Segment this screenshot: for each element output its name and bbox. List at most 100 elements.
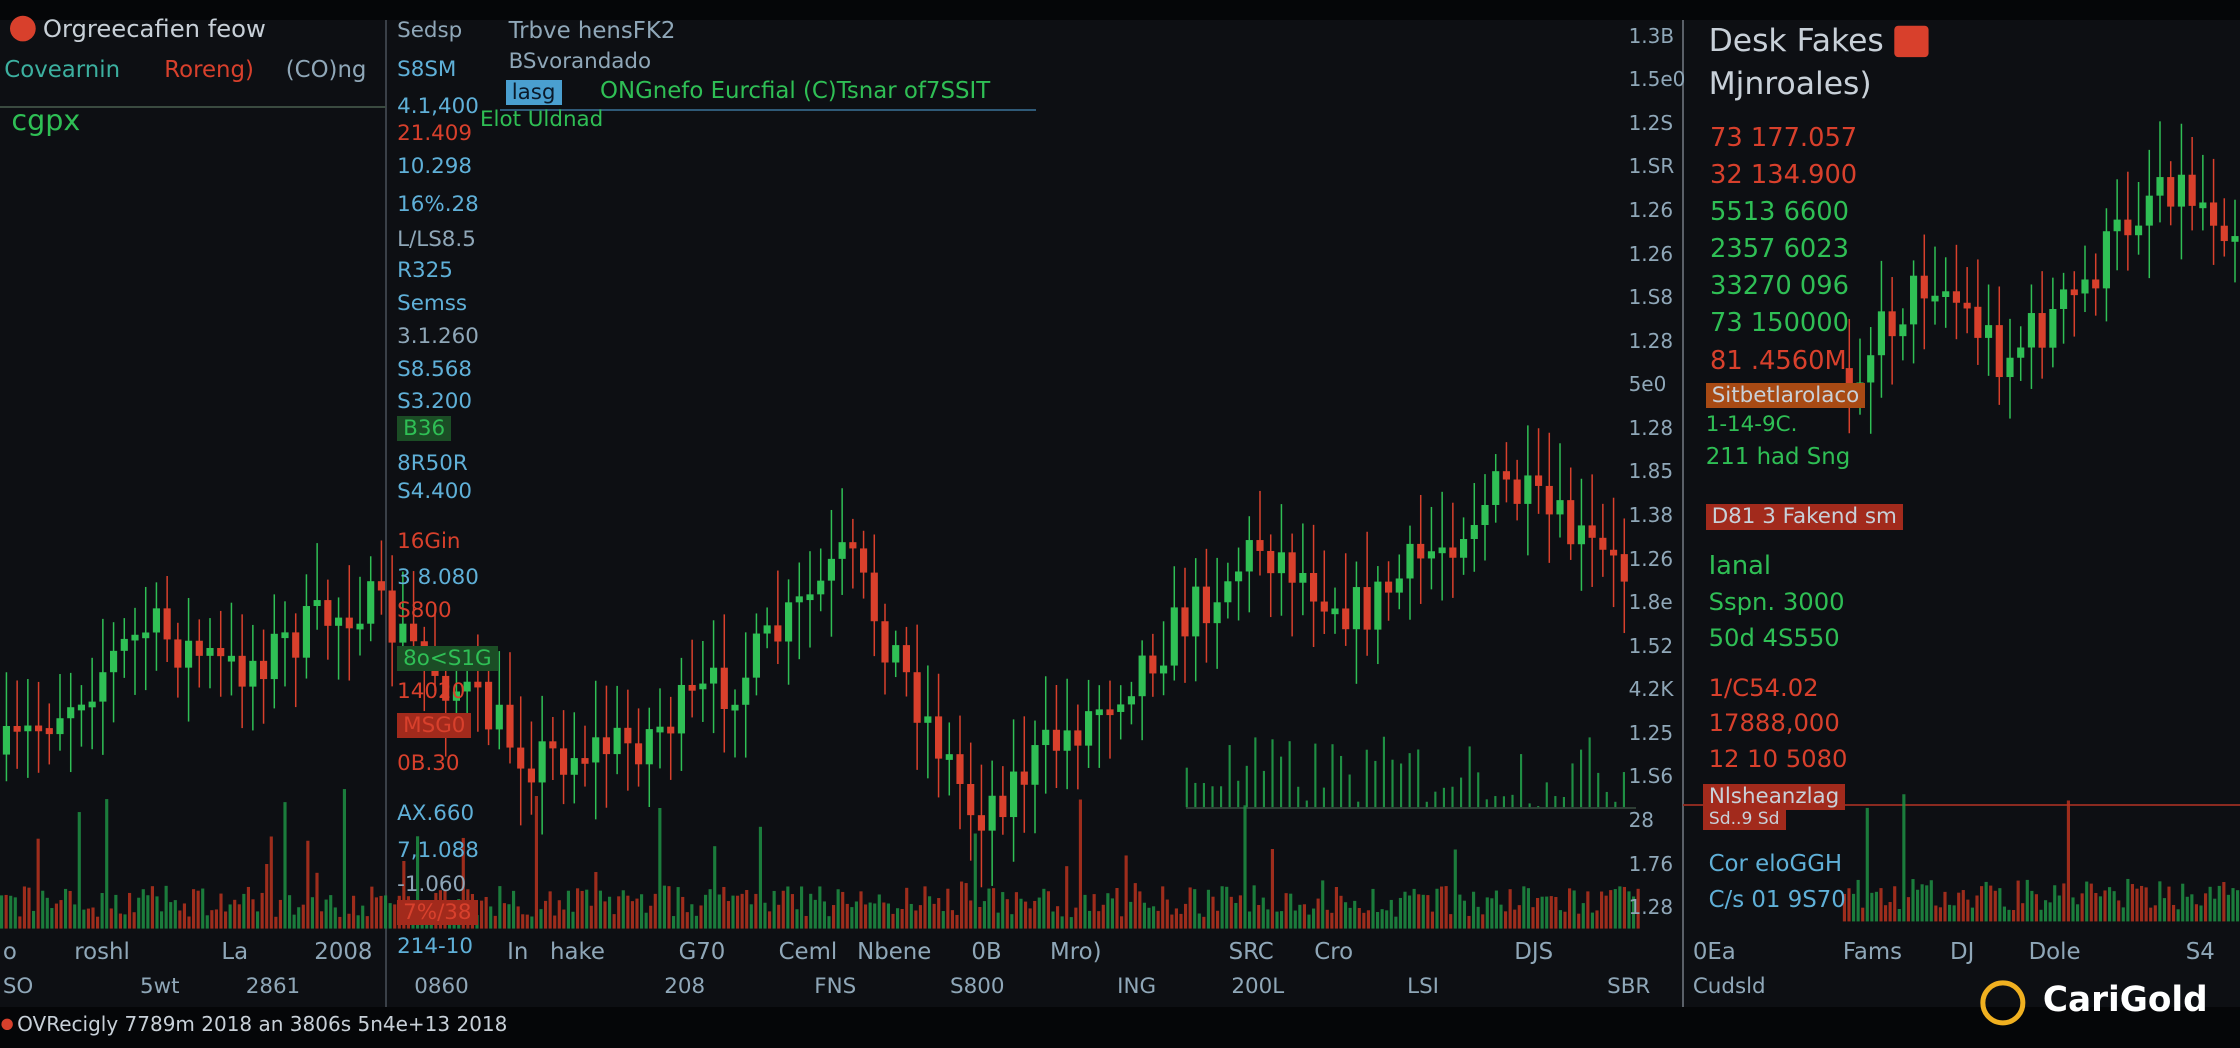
volume-bar [598, 890, 602, 929]
volume-bar [2094, 893, 2098, 922]
volume-bar [617, 896, 621, 929]
candle-body [860, 548, 868, 573]
volume-bar [886, 903, 890, 929]
candle-body [1417, 543, 1425, 559]
volume-bar [1297, 786, 1300, 808]
volume-bar [1522, 886, 1526, 929]
candle-body [774, 625, 782, 642]
volume-bar [854, 901, 858, 929]
candle-body [817, 580, 825, 595]
volume-bar [1609, 890, 1613, 929]
candle-body [163, 608, 171, 640]
volume-bar [352, 895, 356, 929]
volume-bar [864, 904, 868, 929]
candle-body [1845, 368, 1853, 387]
candle-body [977, 815, 985, 831]
left-axis-labels: -1.060 [397, 872, 467, 898]
volume-bar [1106, 893, 1110, 929]
volume-bar [1229, 896, 1233, 929]
volume-bar [1225, 886, 1229, 929]
volume-bar [544, 900, 548, 929]
time-axis-row1: Ceml [778, 939, 838, 966]
volume-bar [265, 864, 269, 929]
volume-bar [1993, 890, 1997, 922]
volume-bar [1568, 888, 1572, 929]
volume-bar [685, 912, 689, 929]
candle-body [1052, 729, 1060, 751]
volume-bar [530, 916, 534, 929]
candle-body [1245, 540, 1253, 572]
volume-bar [749, 904, 753, 929]
candle-body [1277, 552, 1285, 574]
candle-body [281, 632, 289, 639]
volume-bar [256, 911, 260, 929]
volume-bar [1989, 885, 1993, 922]
volume-bar [1508, 889, 1512, 929]
volume-bar [1092, 894, 1096, 929]
volume-bar [1604, 895, 1608, 929]
volume-bar [2108, 887, 2112, 922]
volume-bar [1916, 889, 1920, 922]
volume-bar [1526, 888, 1530, 929]
volume-bar [2217, 885, 2221, 922]
right-axis-labels: 1.5e0 [1628, 67, 1686, 92]
volume-bar [548, 891, 552, 929]
volume-bar [1298, 904, 1302, 929]
volume-bar [1194, 782, 1197, 808]
volume-bar [1321, 880, 1325, 929]
candle-body [1620, 554, 1628, 582]
volume-bar [1206, 889, 1210, 929]
candle-body [1556, 500, 1564, 515]
status-bar-bg [0, 1007, 2240, 1048]
volume-bar [4, 894, 8, 929]
left-axis-labels: 4.1,400 [397, 93, 479, 119]
candle-body [2081, 279, 2089, 294]
volume-bar [1460, 777, 1463, 808]
volume-bar [717, 894, 721, 929]
candle-body [1342, 608, 1350, 630]
candle-body [1395, 578, 1403, 593]
volume-bar [1228, 745, 1231, 808]
volume-bar [2121, 907, 2125, 922]
volume-bar [1884, 905, 1888, 922]
right-axis-labels: 1.28 [1628, 415, 1674, 440]
volume-bar [1605, 791, 1608, 808]
candle-body [2060, 289, 2068, 309]
volume-bar [1865, 807, 1869, 922]
volume-bar [2103, 890, 2107, 922]
volume-bar [1305, 800, 1308, 808]
volume-bar [2181, 883, 2185, 922]
volume-bar [2236, 890, 2240, 922]
candle-body [881, 621, 889, 663]
volume-bar [1494, 796, 1497, 808]
volume-bar [1033, 900, 1037, 929]
candle-body [1952, 291, 1960, 303]
volume-bar [612, 914, 616, 929]
candle-body [688, 684, 696, 691]
volume-bar [1156, 910, 1160, 929]
volume-bar [1385, 910, 1389, 929]
volume-bar [681, 896, 685, 929]
volume-bar [416, 836, 420, 929]
candle-body [1910, 275, 1918, 325]
volume-bar [1302, 904, 1306, 929]
time-axis-row2: ING [1117, 973, 1157, 999]
right-axis-labels: 1.52 [1628, 633, 1674, 658]
volume-bar [786, 886, 790, 929]
candle-body [131, 634, 139, 641]
time-axis-row1: Mro) [1050, 939, 1102, 966]
volume-bar [882, 902, 886, 929]
left-axis-labels: 7%/38 [397, 900, 478, 926]
volume-bar [493, 915, 497, 929]
right-axis-labels: 1.2S [1628, 110, 1674, 135]
candle-body [302, 606, 310, 658]
volume-bar [1934, 905, 1938, 922]
candle-body [24, 725, 32, 732]
volume-bar [818, 886, 822, 929]
candle-body [720, 667, 728, 710]
volume-bar [1325, 909, 1329, 929]
volume-bar [809, 893, 813, 929]
volume-bar [402, 860, 406, 929]
volume-bar [1540, 896, 1544, 929]
candle-body [613, 727, 621, 755]
